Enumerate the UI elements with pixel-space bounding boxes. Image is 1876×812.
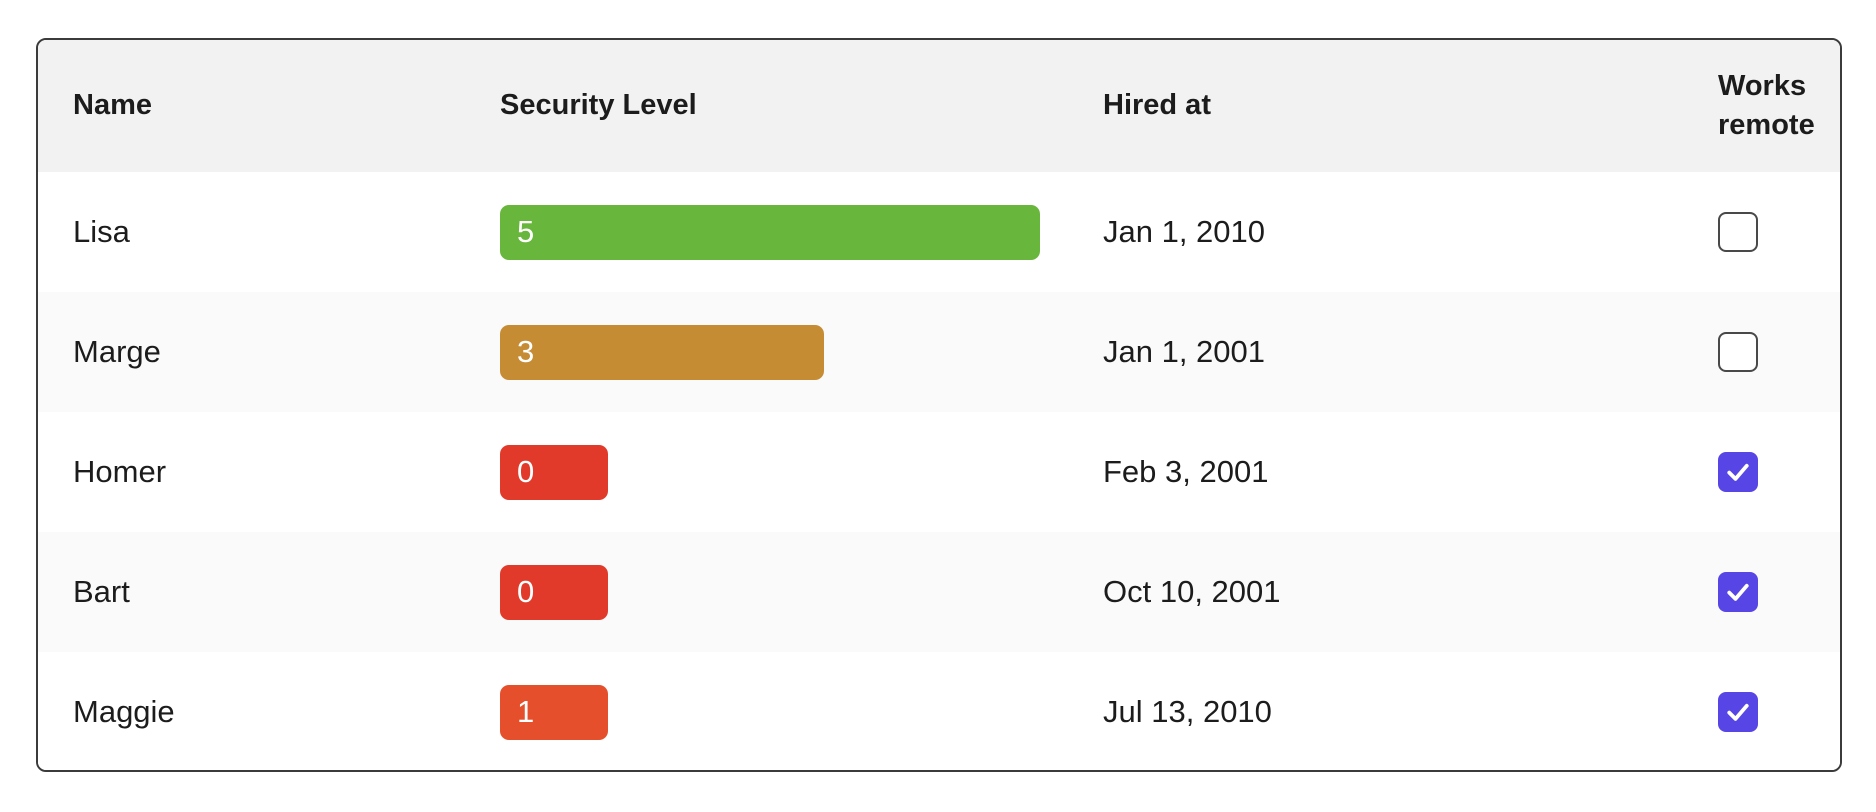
hired-date: Jul 13, 2010 xyxy=(1103,694,1272,729)
security-level-cell: 0 xyxy=(465,444,1068,500)
security-level-cell: 1 xyxy=(465,684,1068,740)
column-header-works-remote: Works remote xyxy=(1683,67,1840,145)
hired-date: Feb 3, 2001 xyxy=(1103,454,1269,489)
security-level-value: 5 xyxy=(517,214,535,249)
security-level-value: 0 xyxy=(517,574,535,609)
table-row: Maggie 1 Jul 13, 2010 xyxy=(38,652,1840,770)
hired-at-cell: Jul 13, 2010 xyxy=(1068,694,1683,730)
works-remote-checkbox[interactable] xyxy=(1718,452,1758,492)
works-remote-cell xyxy=(1683,692,1840,732)
checkmark-icon xyxy=(1727,703,1749,721)
column-header-security-level-label: Security Level xyxy=(500,89,697,122)
security-level-bar: 5 xyxy=(500,204,1040,260)
security-level-cell: 5 xyxy=(465,204,1068,260)
hired-date: Jan 1, 2001 xyxy=(1103,334,1266,369)
column-header-name: Name xyxy=(38,86,465,125)
security-level-bar: 1 xyxy=(500,684,608,740)
hired-at-cell: Oct 10, 2001 xyxy=(1068,574,1683,610)
security-level-bar: 0 xyxy=(500,564,608,620)
employee-name: Lisa xyxy=(73,214,130,249)
column-header-works-remote-label: Works remote xyxy=(1718,69,1815,141)
hired-date: Jan 1, 2010 xyxy=(1103,214,1266,249)
security-level-value: 3 xyxy=(517,334,535,369)
hired-at-cell: Feb 3, 2001 xyxy=(1068,454,1683,490)
employee-name: Maggie xyxy=(73,694,175,729)
works-remote-checkbox[interactable] xyxy=(1718,692,1758,732)
security-level-value: 0 xyxy=(517,454,535,489)
checkmark-icon xyxy=(1727,463,1749,481)
works-remote-cell xyxy=(1683,572,1840,612)
name-cell: Bart xyxy=(38,574,465,610)
name-cell: Marge xyxy=(38,334,465,370)
employee-name: Homer xyxy=(73,454,167,489)
table-row: Bart 0 Oct 10, 2001 xyxy=(38,532,1840,652)
security-level-bar: 3 xyxy=(500,324,824,380)
table-body: Lisa 5 Jan 1, 2010 Marge 3 Jan 1, 2001 xyxy=(38,172,1840,770)
employee-table-card: Name Security Level Hired at Works remot… xyxy=(36,38,1842,772)
table-row: Homer 0 Feb 3, 2001 xyxy=(38,412,1840,532)
column-header-security-level: Security Level xyxy=(465,86,1068,125)
works-remote-checkbox[interactable] xyxy=(1718,212,1758,252)
hired-at-cell: Jan 1, 2010 xyxy=(1068,214,1683,250)
security-level-bar: 0 xyxy=(500,444,608,500)
column-header-hired-at-label: Hired at xyxy=(1103,89,1211,122)
security-level-cell: 3 xyxy=(465,324,1068,380)
hired-at-cell: Jan 1, 2001 xyxy=(1068,334,1683,370)
works-remote-checkbox[interactable] xyxy=(1718,332,1758,372)
works-remote-cell xyxy=(1683,332,1840,372)
table-row: Lisa 5 Jan 1, 2010 xyxy=(38,172,1840,292)
name-cell: Lisa xyxy=(38,214,465,250)
works-remote-cell xyxy=(1683,452,1840,492)
works-remote-checkbox[interactable] xyxy=(1718,572,1758,612)
works-remote-cell xyxy=(1683,212,1840,252)
security-level-value: 1 xyxy=(517,694,535,729)
column-header-hired-at: Hired at xyxy=(1068,86,1683,125)
checkmark-icon xyxy=(1727,583,1749,601)
table-header-row: Name Security Level Hired at Works remot… xyxy=(38,40,1840,172)
table-row: Marge 3 Jan 1, 2001 xyxy=(38,292,1840,412)
name-cell: Maggie xyxy=(38,694,465,730)
employee-name: Marge xyxy=(73,334,161,369)
employee-name: Bart xyxy=(73,574,130,609)
security-level-cell: 0 xyxy=(465,564,1068,620)
column-header-name-label: Name xyxy=(73,89,152,122)
name-cell: Homer xyxy=(38,454,465,490)
hired-date: Oct 10, 2001 xyxy=(1103,574,1281,609)
